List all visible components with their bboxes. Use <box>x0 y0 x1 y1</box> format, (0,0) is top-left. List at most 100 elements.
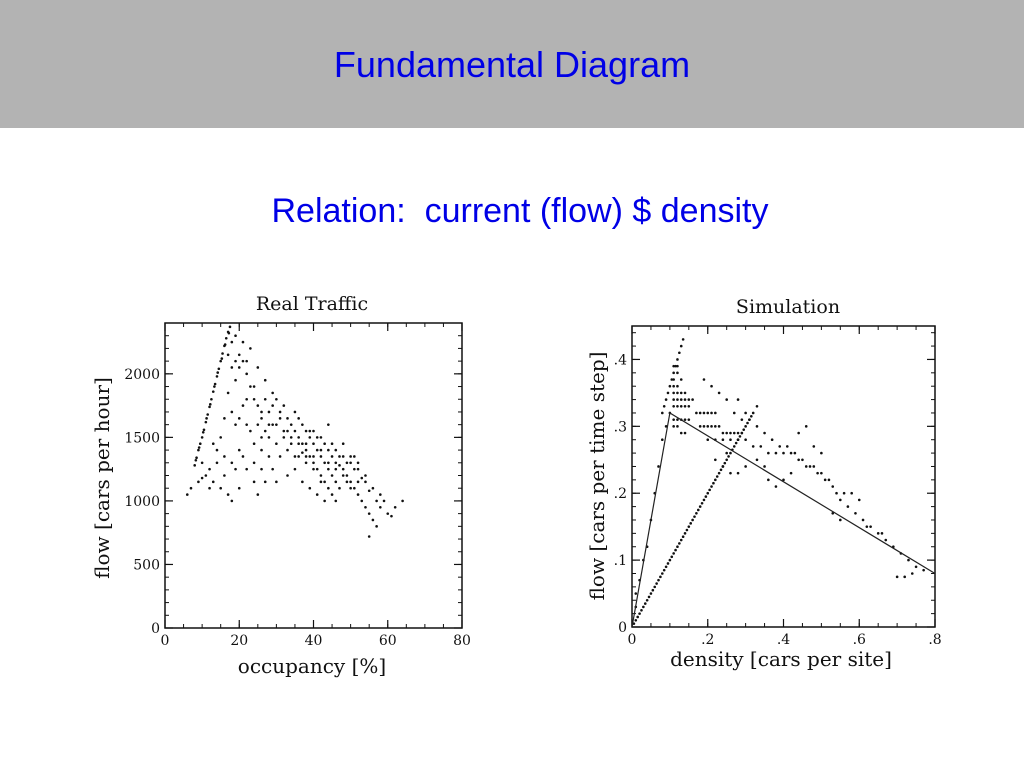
data-point <box>315 493 319 496</box>
data-point <box>778 445 782 448</box>
data-point <box>371 518 375 522</box>
data-point <box>301 423 304 426</box>
data-point <box>691 518 694 522</box>
data-point <box>301 442 304 446</box>
data-point <box>226 391 230 395</box>
data-point <box>308 486 312 490</box>
data-point <box>636 615 639 619</box>
data-point <box>687 418 691 421</box>
data-point <box>763 431 766 435</box>
data-point <box>278 410 282 414</box>
data-point <box>341 455 345 458</box>
data-point <box>195 456 198 460</box>
data-point <box>237 353 241 357</box>
data-point <box>638 612 641 615</box>
chart-title: Real Traffic <box>256 293 368 315</box>
data-point <box>256 493 260 496</box>
data-point <box>252 397 256 401</box>
data-point <box>334 480 338 484</box>
data-point <box>234 359 237 363</box>
data-point <box>304 455 308 458</box>
data-point <box>751 411 755 415</box>
data-point <box>702 498 706 502</box>
data-point <box>227 331 231 335</box>
data-point <box>719 468 723 472</box>
x-tick-label: 0 <box>628 632 637 648</box>
data-point <box>289 423 293 426</box>
data-point <box>695 511 698 515</box>
data-point <box>356 493 360 496</box>
data-point <box>742 428 746 431</box>
data-point <box>683 398 687 401</box>
data-point <box>245 397 248 401</box>
data-point <box>744 465 747 468</box>
data-point <box>197 448 200 452</box>
y-axis-label: flow [cars per time step] <box>585 352 609 601</box>
data-point <box>740 418 744 421</box>
data-point <box>732 445 736 448</box>
data-point <box>349 480 352 484</box>
data-point <box>732 431 736 435</box>
data-point <box>245 372 248 376</box>
data-point <box>353 467 356 471</box>
data-point <box>725 431 728 435</box>
y-tick-label: 1000 <box>124 494 160 510</box>
data-point <box>221 352 224 355</box>
data-point <box>774 451 778 455</box>
data-point <box>662 568 666 572</box>
data-point <box>185 493 189 496</box>
data-point <box>367 535 371 538</box>
y-tick-label: 500 <box>133 557 160 573</box>
data-point <box>206 413 209 416</box>
data-point <box>319 436 323 439</box>
data-point <box>375 525 378 528</box>
data-point <box>702 378 706 381</box>
data-point <box>323 461 326 465</box>
data-point <box>197 446 201 449</box>
data-point <box>286 429 289 433</box>
data-point <box>245 467 248 471</box>
data-point <box>330 474 334 477</box>
data-point <box>706 438 710 442</box>
data-point <box>267 436 271 439</box>
data-point <box>375 499 378 503</box>
y-tick-label: .3 <box>614 419 627 435</box>
data-point <box>327 423 330 426</box>
data-point <box>797 458 800 462</box>
data-point <box>831 485 835 488</box>
data-point <box>676 425 679 428</box>
data-point <box>729 451 732 455</box>
data-point <box>700 501 704 505</box>
data-point <box>341 474 345 477</box>
data-point <box>714 425 717 428</box>
data-point <box>662 404 666 408</box>
data-point <box>914 565 918 569</box>
data-point <box>647 595 651 599</box>
data-point <box>249 385 252 388</box>
data-point <box>727 455 730 458</box>
data-point <box>664 425 668 428</box>
x-tick-label: 60 <box>379 633 397 649</box>
data-point <box>197 480 200 484</box>
data-point <box>655 582 658 585</box>
data-point <box>260 448 263 452</box>
x-axis-label: density [cars per site] <box>670 647 892 671</box>
data-point <box>260 417 263 420</box>
data-point <box>323 442 326 446</box>
data-point <box>642 605 645 609</box>
data-point <box>360 476 364 480</box>
data-point <box>304 442 308 446</box>
data-point <box>200 436 204 439</box>
data-point <box>204 420 208 424</box>
data-point <box>338 455 341 458</box>
data-point <box>678 542 681 545</box>
data-point <box>312 461 315 465</box>
data-point <box>729 438 732 442</box>
data-point <box>293 467 297 471</box>
data-point <box>850 491 853 495</box>
data-point <box>698 411 702 415</box>
data-point <box>683 532 687 535</box>
data-point <box>338 486 341 490</box>
